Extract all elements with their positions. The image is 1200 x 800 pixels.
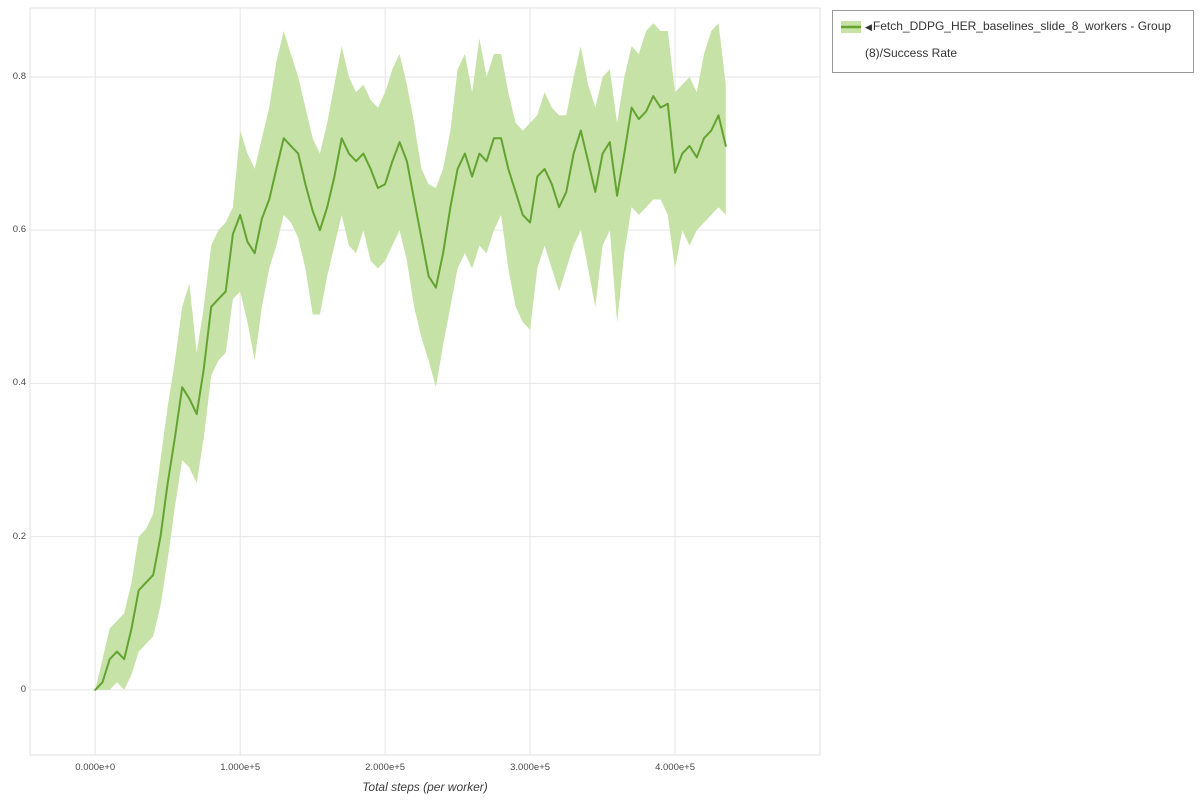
legend-entry: ◀Fetch_DDPG_HER_baselines_slide_8_worker… — [865, 13, 1187, 66]
success-rate-chart[interactable] — [0, 0, 830, 800]
y-tick-label: 0.4 — [12, 377, 26, 389]
plot-area[interactable]: 0.000e+0 1.000e+5 2.000e+5 3.000e+5 4.000e+5… — [0, 0, 830, 800]
legend-swatch-icon — [841, 21, 861, 33]
series-line — [94, 95, 727, 691]
legend: ◀Fetch_DDPG_HER_baselines_slide_8_worker… — [832, 10, 1194, 73]
x-tick-label: 0.000e+0 — [75, 762, 116, 773]
x-tick-label: 1.000e+5 — [220, 762, 261, 773]
y-tick-label: 0.6 — [12, 224, 26, 236]
legend-label: Fetch_DDPG_HER_baselines_slide_8_workers… — [865, 19, 1172, 60]
x-tick-label: 4.000e+5 — [655, 762, 695, 773]
legend-collapse-icon[interactable]: ◀ — [865, 22, 872, 32]
x-tick-label: 3.000e+5 — [510, 762, 551, 773]
x-tick-label: 2.000e+5 — [365, 762, 406, 773]
x-axis-label: Total steps (per worker) — [362, 780, 488, 794]
plot-frame — [29, 7, 821, 756]
series-band — [95, 23, 726, 690]
y-tick-label: 0.2 — [12, 530, 26, 542]
y-tick-label: 0 — [20, 683, 26, 695]
y-tick-label: 0.8 — [12, 70, 26, 82]
